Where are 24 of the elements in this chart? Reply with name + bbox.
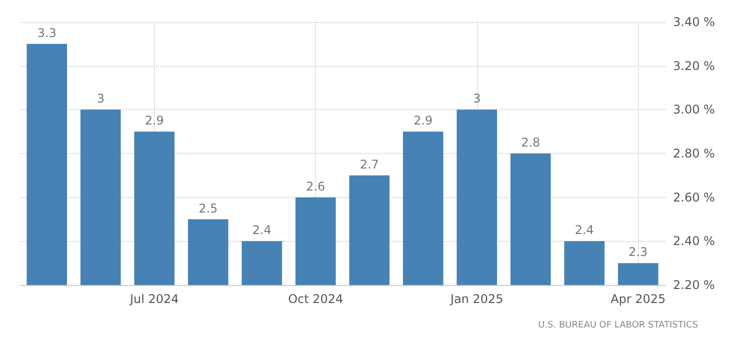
y-tick-label: 3.40 % xyxy=(673,15,715,29)
y-tick-label: 2.80 % xyxy=(673,146,715,160)
data-label: 2.4 xyxy=(574,223,594,238)
data-label: 2.6 xyxy=(306,179,326,194)
data-label: 2.9 xyxy=(414,114,433,128)
x-tick-label: Oct 2024 xyxy=(288,292,344,306)
x-tick-label: Jan 2025 xyxy=(449,292,504,306)
data-label: 3 xyxy=(96,92,104,106)
data-label: 2.8 xyxy=(521,136,540,150)
y-tick-label: 2.40 % xyxy=(673,234,715,248)
data-label: 2.3 xyxy=(628,245,648,260)
data-label: 3 xyxy=(473,92,481,106)
text: U.S. BUREAU OF LABOR STATISTICS xyxy=(538,320,698,330)
y-tick-label: 2.20 % xyxy=(673,278,715,292)
y-tick-label: 3.20 % xyxy=(673,58,715,73)
data-label: 2.9 xyxy=(144,114,164,128)
data-label: 2.4 xyxy=(252,223,272,238)
data-label: 2.5 xyxy=(198,201,218,216)
data-label: 2.7 xyxy=(360,157,379,172)
x-tick-label: Apr 2025 xyxy=(610,292,666,306)
data-label: 3.3 xyxy=(37,26,56,40)
y-tick-label: 3.00 % xyxy=(673,102,715,117)
y-tick-label: 2.60 % xyxy=(673,190,715,204)
x-tick-label: Jul 2024 xyxy=(128,292,179,306)
